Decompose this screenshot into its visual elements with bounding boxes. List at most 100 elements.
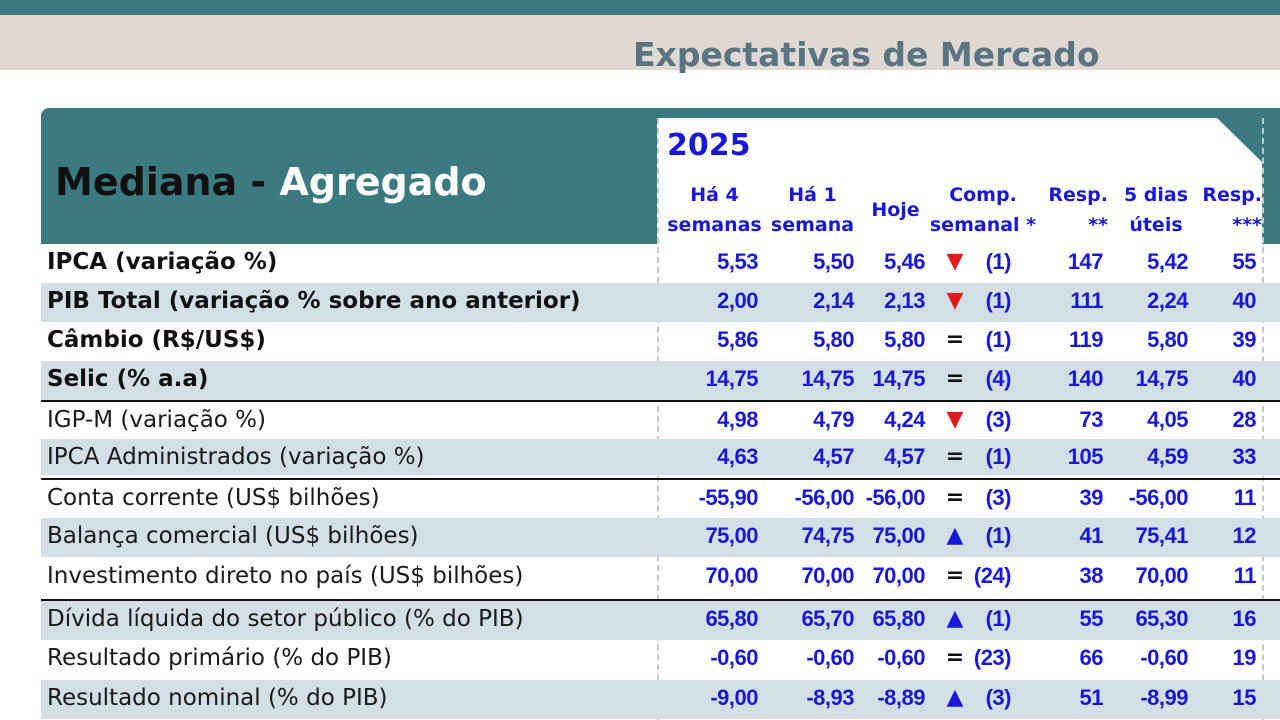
up-triangle-icon: ▲ [946, 523, 964, 548]
table-row: IPCA (variação %) 5,53 5,50 5,46 (1) 147 5,42 5… [41, 244, 1280, 283]
value-ha-4-semanas: -9,00 [710, 685, 758, 710]
value-comp-semanal: (3) [985, 685, 1012, 710]
value-ha-1-semana: 65,70 [801, 606, 854, 631]
table-row: Resultado nominal (% do PIB) -9,00 -8,93 -8… [41, 680, 1280, 719]
value-5-dias-uteis: 5,42 [1147, 249, 1188, 274]
value-hoje: 65,80 [872, 606, 925, 631]
page-title: Expectativas de Mercado [633, 35, 1100, 74]
value-ha-1-semana: 2,14 [813, 288, 854, 313]
value-5-dias-uteis: 75,41 [1135, 523, 1188, 548]
value-5-dias-uteis: 14,75 [1135, 366, 1188, 391]
value-comp-semanal: (1) [985, 249, 1012, 274]
value-resp: 38 [1079, 563, 1104, 588]
indicator-label: Investimento direto no país (US$ bilhões… [47, 563, 524, 589]
value-5-dias-uteis: 4,59 [1147, 444, 1188, 469]
value-5-dias-uteis: -8,99 [1140, 685, 1188, 710]
value-hoje: 4,57 [884, 444, 925, 469]
value-resp: 66 [1079, 645, 1104, 670]
title-banner: Expectativas de Mercado [0, 15, 1280, 74]
year-label: 2025 [667, 128, 751, 163]
table-row: IGP-M (variação %) 4,98 4,79 4,24 (3) 73 4,05 2… [41, 400, 1280, 441]
value-ha-1-semana: 74,75 [801, 523, 854, 548]
value-ha-4-semanas: 5,86 [717, 327, 758, 352]
value-ha-4-semanas: 4,98 [717, 407, 758, 432]
value-hoje: -8,89 [877, 685, 925, 710]
value-comp-semanal: (1) [985, 523, 1012, 548]
table-title: Mediana - Agregado [55, 160, 487, 204]
indicator-label: Resultado nominal (% do PIB) [47, 685, 388, 711]
value-comp-semanal: (4) [985, 366, 1012, 391]
indicator-label: PIB Total (variação % sobre ano anterior… [47, 288, 581, 314]
equal-sign-icon: = [945, 485, 965, 510]
table-row: Dívida líquida do setor público (% do PI… [41, 599, 1280, 640]
value-5-dias-uteis: 65,30 [1135, 606, 1188, 631]
value-ha-4-semanas: 14,75 [705, 366, 758, 391]
value-hoje: 4,24 [884, 407, 925, 432]
value-ha-1-semana: 5,50 [813, 249, 854, 274]
col-ha-4-semanas: Há 4 semanas [667, 184, 762, 236]
value-resp: 55 [1079, 606, 1104, 631]
value-resp-3: 28 [1232, 407, 1257, 432]
equal-sign-icon: = [945, 327, 965, 352]
table-row: Resultado primário (% do PIB) -0,60 -0,60-… [41, 640, 1280, 679]
col-resp: Resp. ** [1048, 184, 1108, 236]
year-panel [657, 118, 1262, 244]
value-resp: 51 [1079, 685, 1104, 710]
value-ha-1-semana: 4,57 [813, 444, 854, 469]
value-resp-3: 55 [1232, 249, 1257, 274]
down-triangle-icon: ▼ [946, 249, 964, 274]
indicator-label: Câmbio (R$/US$) [47, 327, 266, 353]
up-triangle-icon: ▲ [946, 685, 964, 710]
table-row: Balança comercial (US$ bilhões) 75,00 74,7… [41, 518, 1280, 557]
equal-sign-icon: = [945, 366, 965, 391]
down-triangle-icon: ▼ [946, 288, 964, 313]
value-hoje: 5,80 [884, 327, 925, 352]
indicator-label: Resultado primário (% do PIB) [47, 645, 392, 671]
value-resp: 105 [1067, 444, 1104, 469]
col-comp-semanal: Comp. semanal * [929, 184, 1037, 236]
value-5-dias-uteis: -56,00 [1128, 485, 1189, 510]
value-resp-3: 40 [1232, 288, 1257, 313]
value-ha-4-semanas: 75,00 [705, 523, 758, 548]
indicator-label: Dívida líquida do setor público (% do PI… [47, 606, 524, 632]
table-row: Conta corrente (US$ bilhões) -55,90 -56,00… [41, 478, 1280, 519]
value-resp-3: 16 [1232, 606, 1257, 631]
table-row: Selic (% a.a) 14,75 14,75 14,75 (4) 140 14,75 4… [41, 361, 1280, 400]
value-ha-4-semanas: 65,80 [705, 606, 758, 631]
value-comp-semanal: (24) [973, 563, 1012, 588]
value-ha-1-semana: 4,79 [813, 407, 854, 432]
equal-sign-icon: = [945, 563, 965, 588]
value-comp-semanal: (3) [985, 485, 1012, 510]
value-ha-4-semanas: 2,00 [717, 288, 758, 313]
value-5-dias-uteis: 70,00 [1135, 563, 1188, 588]
table-row: Investimento direto no país (US$ bilhões… [41, 558, 1280, 597]
value-hoje: 75,00 [872, 523, 925, 548]
top-bar [0, 0, 1280, 15]
value-5-dias-uteis: 2,24 [1147, 288, 1188, 313]
value-5-dias-uteis: 5,80 [1147, 327, 1188, 352]
value-comp-semanal: (1) [985, 444, 1012, 469]
value-resp-3: 11 [1233, 563, 1257, 588]
value-ha-1-semana: -56,00 [794, 485, 855, 510]
value-hoje: 2,13 [884, 288, 925, 313]
value-resp: 111 [1070, 288, 1103, 313]
value-ha-1-semana: 70,00 [801, 563, 854, 588]
equal-sign-icon: = [945, 444, 965, 469]
column-divider [1262, 118, 1264, 720]
table-row: PIB Total (variação % sobre ano anterior… [41, 283, 1280, 322]
indicator-label: IPCA Administrados (variação %) [47, 444, 425, 470]
indicator-label: Balança comercial (US$ bilhões) [47, 523, 419, 549]
col-hoje: Hoje [871, 199, 920, 221]
value-ha-4-semanas: 5,53 [717, 249, 758, 274]
value-resp: 119 [1069, 327, 1104, 352]
column-divider [657, 118, 659, 720]
value-resp-3: 11 [1233, 485, 1257, 510]
table-title-mediana: Mediana - [55, 160, 280, 204]
value-ha-4-semanas: -0,60 [710, 645, 758, 670]
value-ha-1-semana: -0,60 [806, 645, 854, 670]
value-comp-semanal: (1) [985, 327, 1012, 352]
value-hoje: 14,75 [872, 366, 925, 391]
table-row: Câmbio (R$/US$) 5,86 5,80 5,80 (1) 119 5,80 39 = [41, 322, 1280, 361]
value-resp: 73 [1079, 407, 1104, 432]
value-ha-4-semanas: -55,90 [698, 485, 759, 510]
